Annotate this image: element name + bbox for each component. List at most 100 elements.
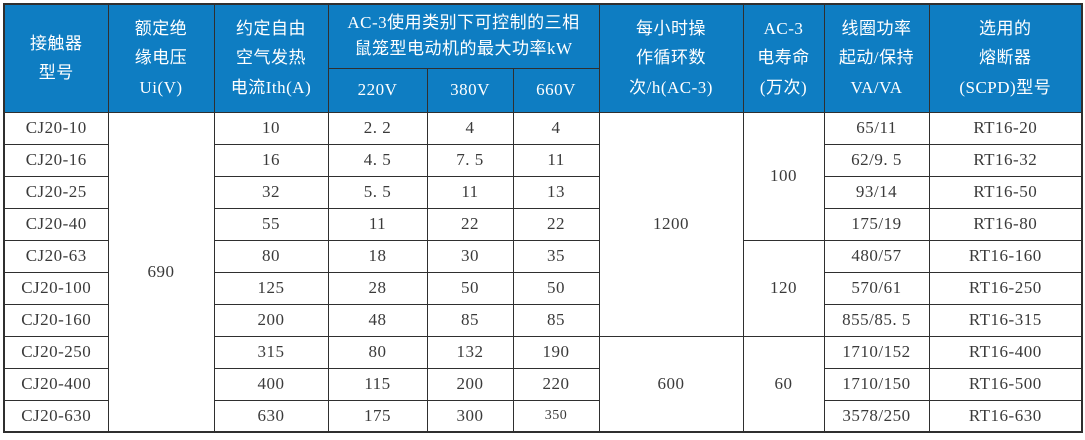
cell-ith: 200: [213, 303, 329, 337]
table-row: CJ20-160 200 48 85 85 855/85. 5 RT16-315: [3, 303, 1083, 337]
cell-ui-merged: 690: [107, 111, 215, 433]
table-row: CJ20-100 125 28 50 50 570/61 RT16-250: [3, 271, 1083, 305]
cell-fuse: RT16-630: [928, 399, 1083, 433]
cell-coil: 3578/250: [823, 399, 930, 433]
cell-coil: 93/14: [823, 175, 930, 209]
cell-life-merged-top: 100: [742, 111, 825, 241]
cell-cycles-merged-bottom: 600: [598, 335, 744, 433]
cell-p660: 350: [512, 399, 600, 433]
cell-p380: 4: [426, 111, 514, 145]
cell-coil: 175/19: [823, 207, 930, 241]
header-cell-220v: 220V: [327, 67, 428, 113]
cell-ith: 315: [213, 335, 329, 369]
cell-p380: 132: [426, 335, 514, 369]
cell-p380: 85: [426, 303, 514, 337]
cell-coil: 1710/152: [823, 335, 930, 369]
cell-p220: 175: [327, 399, 428, 433]
header-row-sub: 220V 380V 660V: [4, 67, 1082, 113]
cell-model: CJ20-100: [3, 271, 109, 305]
cell-fuse: RT16-160: [928, 239, 1083, 273]
cell-coil: 65/11: [823, 111, 930, 145]
table-row: CJ20-400 400 115 200 220 1710/150 RT16-5…: [3, 367, 1083, 401]
cell-fuse: RT16-315: [928, 303, 1083, 337]
header-cell-380v: 380V: [426, 67, 514, 113]
cell-p220: 11: [327, 207, 428, 241]
header-cell-ith: 约定自由 空气发热 电流Ith(A): [213, 3, 329, 113]
cell-ith: 630: [213, 399, 329, 433]
contactor-spec-table: 接触器 型号 额定绝 缘电压 Ui(V) 约定自由 空气发热 电流Ith(A) …: [3, 3, 1084, 433]
cell-ith: 10: [213, 111, 329, 145]
header-cell-660v: 660V: [512, 67, 600, 113]
table-row: CJ20-25 32 5. 5 11 13 93/14 RT16-50: [3, 175, 1083, 209]
table-row: CJ20-250 315 80 132 190 600 60 1710/152 …: [3, 335, 1083, 433]
cell-p660: 35: [512, 239, 600, 273]
cell-model: CJ20-16: [3, 143, 109, 177]
cell-fuse: RT16-500: [928, 367, 1083, 401]
cell-model: CJ20-40: [3, 207, 109, 241]
cell-ith: 55: [213, 207, 329, 241]
cell-p220: 4. 5: [327, 143, 428, 177]
table-row: CJ20-40 55 11 22 22 175/19 RT16-80: [3, 207, 1083, 241]
header-cell-fuse: 选用的 熔断器 (SCPD)型号: [928, 3, 1083, 113]
header-cell-ui: 额定绝 缘电压 Ui(V): [107, 3, 215, 113]
header-cell-life: AC-3 电寿命 (万次): [742, 3, 825, 113]
header-cell-model: 接触器 型号: [3, 3, 109, 113]
header-cell-coil: 线圈功率 起动/保持 VA/VA: [823, 3, 930, 113]
cell-p380: 200: [426, 367, 514, 401]
cell-p380: 11: [426, 175, 514, 209]
cell-p660: 50: [512, 271, 600, 305]
cell-p380: 50: [426, 271, 514, 305]
cell-p380: 30: [426, 239, 514, 273]
cell-ith: 400: [213, 367, 329, 401]
cell-model: CJ20-630: [3, 399, 109, 433]
header-row-main: 接触器 型号 额定绝 缘电压 Ui(V) 约定自由 空气发热 电流Ith(A) …: [3, 3, 1083, 113]
cell-ith: 32: [213, 175, 329, 209]
cell-fuse: RT16-250: [928, 271, 1083, 305]
cell-p220: 28: [327, 271, 428, 305]
cell-fuse: RT16-80: [928, 207, 1083, 241]
table-row: CJ20-630 630 175 300 350 3578/250 RT16-6…: [3, 399, 1083, 433]
cell-model: CJ20-160: [3, 303, 109, 337]
cell-model: CJ20-63: [3, 239, 109, 273]
cell-coil: 1710/150: [823, 367, 930, 401]
cell-fuse: RT16-32: [928, 143, 1083, 177]
cell-p660: 85: [512, 303, 600, 337]
cell-ith: 125: [213, 271, 329, 305]
header-cell-cycles: 每小时操 作循环数 次/h(AC-3): [598, 3, 744, 113]
cell-ith: 80: [213, 239, 329, 273]
cell-coil: 62/9. 5: [823, 143, 930, 177]
cell-life-merged-mid: 120: [742, 239, 825, 337]
cell-life-merged-bottom: 60: [742, 335, 825, 433]
cell-p380: 300: [426, 399, 514, 433]
cell-p660: 220: [512, 367, 600, 401]
cell-p220: 80: [327, 335, 428, 369]
table-row: CJ20-10 690 10 2. 2 4 4 1200 100 65/11 R…: [3, 111, 1083, 433]
cell-model: CJ20-25: [3, 175, 109, 209]
cell-model: CJ20-400: [3, 367, 109, 401]
cell-coil: 480/57: [823, 239, 930, 273]
cell-p660: 190: [512, 335, 600, 369]
cell-coil: 855/85. 5: [823, 303, 930, 337]
cell-cycles-merged-top: 1200: [598, 111, 744, 337]
cell-model: CJ20-10: [3, 111, 109, 145]
cell-p220: 115: [327, 367, 428, 401]
cell-p660: 22: [512, 207, 600, 241]
cell-p220: 5. 5: [327, 175, 428, 209]
cell-p660: 11: [512, 143, 600, 177]
cell-p220: 18: [327, 239, 428, 273]
cell-p380: 7. 5: [426, 143, 514, 177]
cell-fuse: RT16-50: [928, 175, 1083, 209]
cell-fuse: RT16-400: [928, 335, 1083, 369]
cell-p660: 4: [512, 111, 600, 145]
table-row: CJ20-16 16 4. 5 7. 5 11 62/9. 5 RT16-32: [3, 143, 1083, 177]
header-cell-ac3-group: AC-3使用类别下可控制的三相 鼠笼型电动机的最大功率kW: [327, 3, 600, 69]
table-row: CJ20-63 80 18 30 35 120 480/57 RT16-160: [3, 239, 1083, 337]
cell-ith: 16: [213, 143, 329, 177]
cell-model: CJ20-250: [3, 335, 109, 369]
cell-p660: 13: [512, 175, 600, 209]
cell-p380: 22: [426, 207, 514, 241]
cell-coil: 570/61: [823, 271, 930, 305]
cell-fuse: RT16-20: [928, 111, 1083, 145]
cell-p220: 2. 2: [327, 111, 428, 145]
cell-p220: 48: [327, 303, 428, 337]
